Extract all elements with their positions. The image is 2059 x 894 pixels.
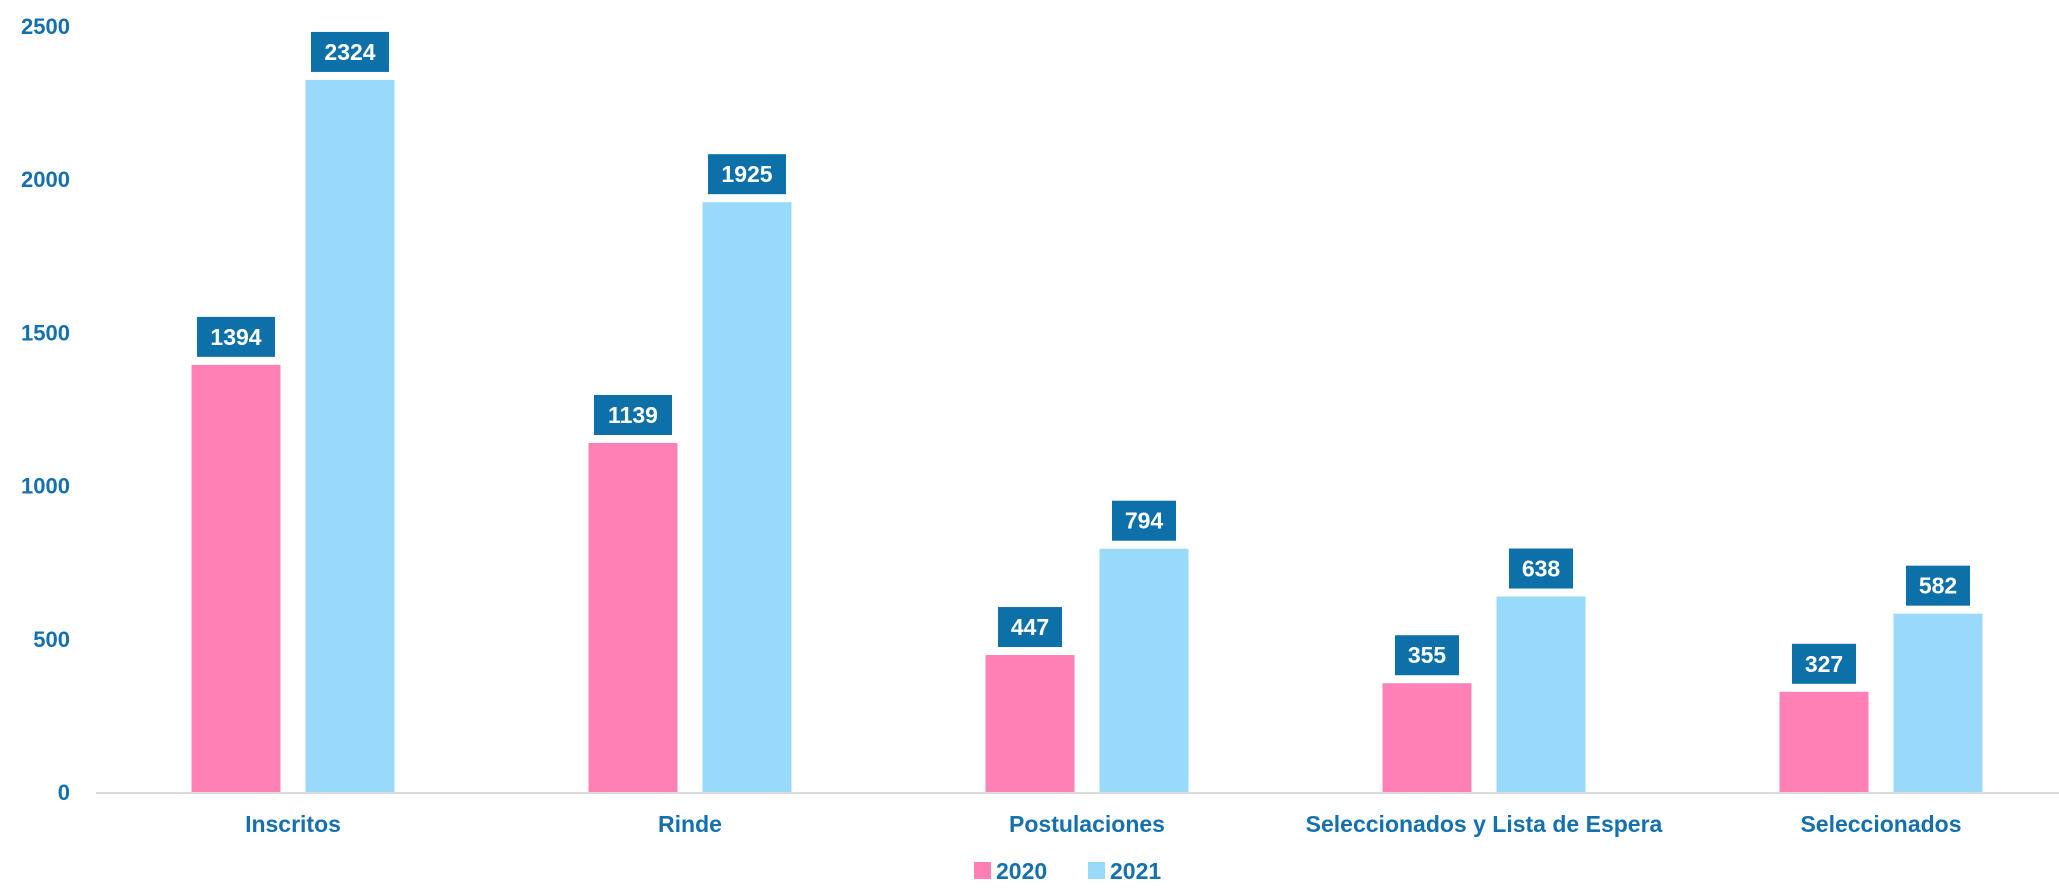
bar-2021-inscritos	[305, 79, 395, 793]
y-tick-label: 1000	[21, 474, 70, 499]
data-label: 794	[1112, 500, 1176, 541]
bar-2021-postulaciones	[1099, 548, 1189, 792]
data-label-box	[1509, 548, 1573, 589]
data-label: 2324	[311, 31, 389, 72]
data-label: 638	[1509, 548, 1573, 589]
data-label: 1925	[708, 154, 786, 195]
y-tick-label: 2500	[21, 14, 70, 39]
data-label-box	[708, 154, 786, 195]
bar-2020-seleccionados	[1779, 691, 1869, 792]
bar-2021-seleccionados-y-lista-de-espera	[1496, 596, 1586, 792]
data-labels-group: 1394 1139 447 355 327 2324 1925 794 638 582	[197, 31, 1970, 684]
x-category-label: Rinde	[658, 811, 722, 837]
data-label: 582	[1906, 565, 1970, 606]
legend-label: 2021	[1110, 858, 1161, 884]
bar-2020-inscritos	[191, 364, 281, 792]
y-tick-label: 2000	[21, 167, 70, 192]
legend-swatch	[974, 862, 991, 879]
y-tick-label: 1500	[21, 320, 70, 345]
data-label-box	[1906, 565, 1970, 606]
data-label-box	[197, 316, 275, 357]
x-category-label: Postulaciones	[1009, 811, 1165, 837]
x-axis-categories: Inscritos Rinde Postulaciones Seleccionados…	[245, 811, 1961, 837]
data-label-value: 327	[1805, 651, 1843, 677]
bar-2020-rinde	[588, 443, 678, 792]
data-label: 447	[998, 607, 1062, 648]
x-category-label: Seleccionados y Lista de Espera	[1306, 811, 1663, 837]
legend-entry-2020: 2020	[974, 858, 1047, 884]
y-axis-ticks: 0 500 1000 1500 2000 2500	[21, 14, 70, 805]
bars-group	[191, 79, 1983, 793]
data-label-box	[311, 31, 389, 72]
legend-label: 2020	[996, 858, 1047, 884]
data-label-value: 447	[1011, 614, 1049, 640]
legend-entry-2021: 2021	[1088, 858, 1161, 884]
data-label-value: 2324	[324, 39, 375, 65]
data-label-value: 1925	[721, 161, 772, 187]
legend: 2020 2021	[974, 858, 1161, 884]
data-label: 355	[1395, 635, 1459, 676]
bar-2021-rinde	[702, 202, 792, 792]
data-label-box	[1112, 500, 1176, 541]
data-label: 1139	[594, 395, 672, 436]
data-label-box	[1395, 635, 1459, 676]
y-tick-label: 500	[33, 627, 70, 652]
bar-2020-seleccionados-y-lista-de-espera	[1382, 683, 1472, 792]
data-label-value: 1394	[210, 324, 261, 350]
data-label-value: 638	[1522, 556, 1561, 582]
data-label-box	[998, 607, 1062, 648]
bar-2021-seleccionados	[1893, 613, 1983, 792]
data-label-box	[1792, 643, 1856, 684]
data-label-value: 355	[1408, 642, 1447, 668]
data-label-box	[594, 395, 672, 436]
y-tick-label: 0	[58, 780, 70, 805]
x-category-label: Inscritos	[245, 811, 341, 837]
data-label-value: 1139	[608, 402, 658, 428]
legend-swatch	[1088, 862, 1105, 879]
data-label: 1394	[197, 316, 275, 357]
bar-2020-postulaciones	[985, 655, 1075, 792]
data-label-value: 794	[1125, 508, 1164, 534]
data-label: 327	[1792, 643, 1856, 684]
data-label-value: 582	[1919, 573, 1957, 599]
x-category-label: Seleccionados	[1800, 811, 1961, 837]
